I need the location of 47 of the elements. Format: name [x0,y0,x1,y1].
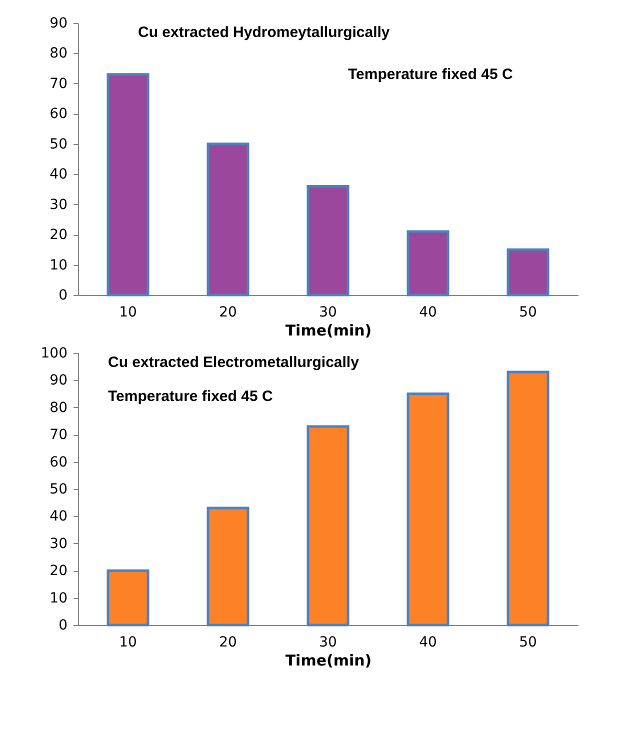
x-axis-title: Time(min) [285,652,372,670]
y-tick-label: 90 [50,16,68,32]
bar [506,370,550,626]
x-tick-label: 40 [419,634,437,650]
x-tick-label: 10 [119,304,137,320]
x-tick-label: 30 [319,304,337,320]
y-tick-label: 60 [50,454,68,470]
chart-title: Cu extracted Electrometallurgically [108,354,360,371]
y-tick-label: 10 [50,257,68,274]
chart-title: Cu extracted Hydromeytallurgically [138,24,390,41]
bar [406,392,450,626]
y-tick-label: 80 [50,400,68,416]
annotation: Temperature fixed 45 C [348,66,513,83]
y-tick-label: 90 [50,372,68,389]
bar [406,230,450,296]
bar [206,506,250,626]
y-tick-label: 10 [50,590,68,606]
x-tick-label: 20 [219,304,237,320]
y-tick-label: 0 [58,618,68,634]
x-tick-label: 40 [419,304,437,320]
bar [106,569,150,626]
bar [206,142,250,296]
y-tick-label: 30 [50,196,68,213]
y-tick-label: 40 [50,166,68,183]
annotation: Temperature fixed 45 C [108,388,273,405]
x-tick-label: 10 [119,634,137,650]
y-tick-label: 40 [50,508,68,525]
y-tick-label: 20 [50,227,68,244]
x-axis-title: Time(min) [285,322,372,340]
y-tick-label: 0 [58,288,68,304]
y-tick-label: 20 [50,563,68,580]
x-tick-label: 50 [519,634,537,650]
y-tick-label: 60 [50,106,68,122]
y-tick-label: 70 [50,427,68,444]
y-tick-label: 30 [50,536,68,552]
bar [306,184,350,296]
x-tick-label: 20 [219,634,237,650]
y-tick-label: 100 [40,346,68,362]
bar [506,248,550,296]
y-tick-label: 50 [50,136,68,152]
bar [106,73,150,296]
y-tick-label: 50 [50,482,68,498]
x-tick-label: 30 [319,634,337,650]
y-tick-label: 70 [50,76,68,92]
bar [306,425,350,626]
y-tick-label: 80 [50,46,68,62]
x-tick-label: 50 [519,304,537,320]
